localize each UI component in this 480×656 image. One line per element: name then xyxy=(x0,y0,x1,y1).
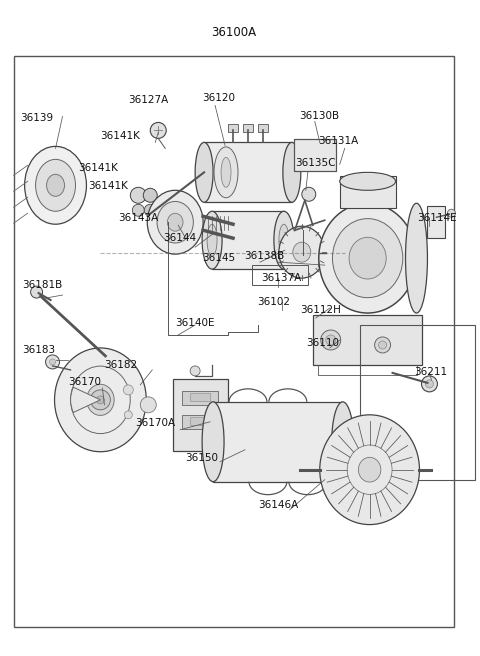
Circle shape xyxy=(123,385,133,395)
Ellipse shape xyxy=(340,173,396,190)
Text: 36211: 36211 xyxy=(415,367,448,377)
Ellipse shape xyxy=(36,159,75,211)
Text: 36170: 36170 xyxy=(69,377,101,387)
Text: 36130B: 36130B xyxy=(299,112,339,121)
Ellipse shape xyxy=(283,142,301,202)
Text: 36110: 36110 xyxy=(306,338,339,348)
Bar xyxy=(182,415,218,429)
Bar xyxy=(204,142,292,202)
Ellipse shape xyxy=(207,224,217,256)
Ellipse shape xyxy=(24,146,86,224)
Text: 36137A: 36137A xyxy=(261,273,301,283)
Ellipse shape xyxy=(195,142,213,202)
Text: 36150: 36150 xyxy=(185,453,218,462)
Bar xyxy=(313,315,422,365)
Ellipse shape xyxy=(221,157,231,188)
Ellipse shape xyxy=(202,211,222,269)
Ellipse shape xyxy=(359,457,381,482)
Circle shape xyxy=(132,204,144,216)
Circle shape xyxy=(374,337,391,353)
Bar xyxy=(190,417,210,425)
Circle shape xyxy=(90,390,110,410)
Wedge shape xyxy=(71,387,100,413)
Bar xyxy=(213,402,343,482)
Bar xyxy=(13,56,455,627)
Text: 36135C: 36135C xyxy=(295,158,336,169)
Ellipse shape xyxy=(333,218,403,298)
Circle shape xyxy=(31,286,43,298)
Ellipse shape xyxy=(202,402,224,482)
Text: 36145: 36145 xyxy=(202,253,235,263)
Bar xyxy=(294,140,336,171)
Text: 36141K: 36141K xyxy=(88,181,128,192)
Circle shape xyxy=(144,204,156,216)
Ellipse shape xyxy=(279,226,325,278)
Bar xyxy=(360,325,475,480)
Ellipse shape xyxy=(332,402,354,482)
Text: 36146A: 36146A xyxy=(258,500,298,510)
Text: 36141K: 36141K xyxy=(78,163,119,173)
Circle shape xyxy=(140,397,156,413)
Circle shape xyxy=(319,258,333,272)
Text: 36100A: 36100A xyxy=(212,26,257,39)
Text: 36138B: 36138B xyxy=(244,251,284,261)
Text: 36170A: 36170A xyxy=(135,418,175,428)
Text: 36181B: 36181B xyxy=(23,280,63,290)
Circle shape xyxy=(96,396,104,404)
Circle shape xyxy=(425,380,433,388)
Circle shape xyxy=(46,355,60,369)
Bar xyxy=(182,391,218,405)
Ellipse shape xyxy=(55,348,146,452)
Ellipse shape xyxy=(349,237,386,279)
Text: 36114E: 36114E xyxy=(418,213,457,223)
Ellipse shape xyxy=(47,174,64,196)
Bar xyxy=(294,140,336,171)
Text: 36120: 36120 xyxy=(202,94,235,104)
Text: 36141K: 36141K xyxy=(100,131,140,142)
Text: 36127A: 36127A xyxy=(128,96,168,106)
Circle shape xyxy=(421,376,437,392)
Ellipse shape xyxy=(320,415,420,525)
Ellipse shape xyxy=(147,190,203,254)
Text: 36182: 36182 xyxy=(104,360,137,370)
Circle shape xyxy=(144,188,157,202)
Ellipse shape xyxy=(293,242,311,262)
Bar xyxy=(212,211,284,269)
Text: 36112H: 36112H xyxy=(300,305,341,315)
Circle shape xyxy=(302,188,316,201)
Circle shape xyxy=(190,366,200,376)
Text: 36102: 36102 xyxy=(257,297,290,307)
Circle shape xyxy=(130,188,146,203)
Bar xyxy=(258,125,268,133)
Circle shape xyxy=(124,411,132,419)
Ellipse shape xyxy=(87,384,114,415)
Ellipse shape xyxy=(274,211,294,269)
Ellipse shape xyxy=(157,201,193,243)
Bar xyxy=(428,206,445,238)
Circle shape xyxy=(49,359,56,365)
Ellipse shape xyxy=(214,147,238,197)
Circle shape xyxy=(447,209,456,217)
Bar xyxy=(340,176,396,208)
Bar xyxy=(243,125,253,133)
Text: 36183: 36183 xyxy=(23,345,56,355)
Text: 36139: 36139 xyxy=(21,113,54,123)
Ellipse shape xyxy=(319,203,417,313)
Bar xyxy=(252,265,308,285)
Ellipse shape xyxy=(406,203,428,313)
Circle shape xyxy=(379,341,386,349)
Text: 36131A: 36131A xyxy=(318,136,358,146)
Text: 36144: 36144 xyxy=(163,233,196,243)
Ellipse shape xyxy=(168,213,183,231)
Bar xyxy=(228,125,238,133)
Circle shape xyxy=(326,335,336,345)
Circle shape xyxy=(150,123,166,138)
Bar xyxy=(190,393,210,401)
Circle shape xyxy=(321,330,341,350)
Ellipse shape xyxy=(279,224,289,256)
Bar xyxy=(173,379,228,451)
Text: 36140E: 36140E xyxy=(175,318,215,328)
Text: 36143A: 36143A xyxy=(119,213,158,223)
Circle shape xyxy=(323,262,329,268)
